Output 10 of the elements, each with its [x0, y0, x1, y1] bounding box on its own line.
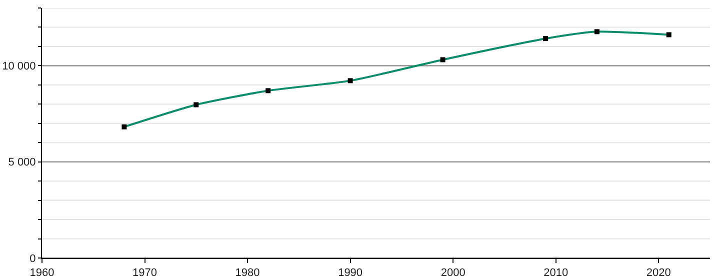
y-tick-label: 0: [30, 252, 36, 265]
y-tick-label: 5 000: [8, 156, 36, 169]
x-tick-label: 1980: [235, 267, 260, 280]
x-tick-label: 2000: [440, 267, 466, 280]
y-tick-label: 10 000: [2, 60, 36, 73]
x-tick-label: 1970: [132, 267, 158, 280]
x-tick-label: 1960: [30, 267, 54, 280]
x-tick-label: 2010: [544, 267, 568, 280]
x-tick-label: 1990: [338, 267, 363, 280]
x-tick-label: 2020: [646, 267, 671, 280]
